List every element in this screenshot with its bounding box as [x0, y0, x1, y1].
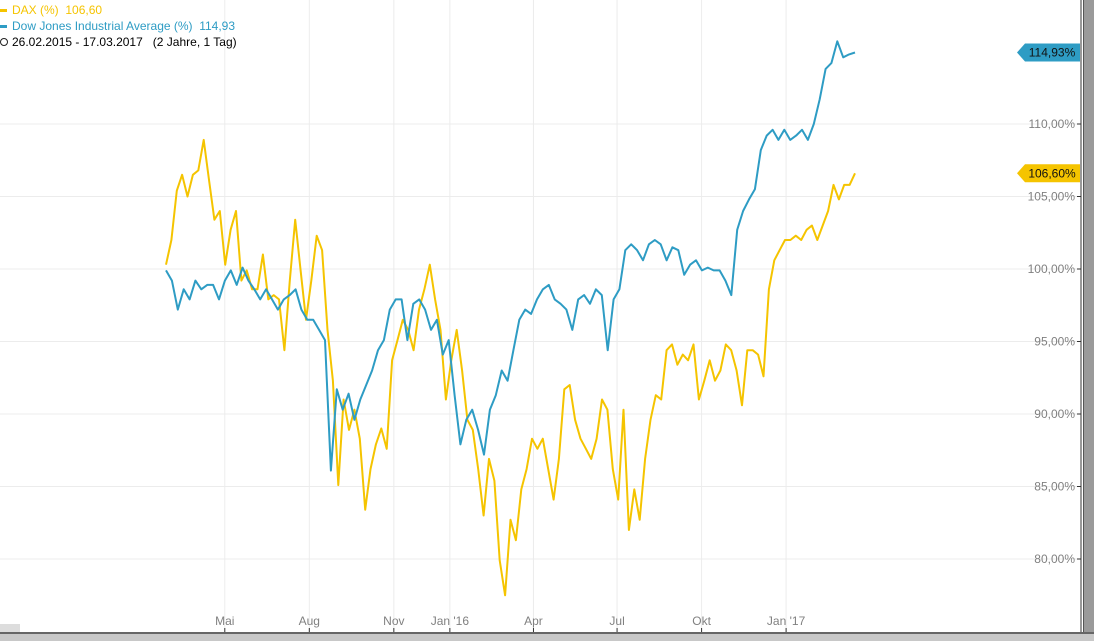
- dax-value: 106,60: [65, 3, 103, 17]
- period-duration: (2 Jahre, 1 Tag): [152, 35, 237, 49]
- last-value-label-1: 114,93%: [1029, 46, 1076, 60]
- dax-label: DAX (%): [12, 3, 59, 17]
- x-tick-label: Jul: [609, 614, 624, 628]
- y-tick-label: 85,00%: [1034, 480, 1075, 494]
- x-tick-label: Jan '17: [767, 614, 806, 628]
- series-line-0: [165, 138, 856, 597]
- legend: DAX (%) 106,60 Dow Jones Industrial Aver…: [0, 2, 237, 50]
- last-value-label-0: 106,60%: [1028, 166, 1076, 180]
- x-tick-label: Okt: [692, 614, 711, 628]
- y-tick-label: 90,00%: [1034, 407, 1075, 421]
- y-tick-label: 80,00%: [1034, 552, 1075, 566]
- series-line-1: [165, 40, 856, 472]
- horizontal-scrollbar[interactable]: [0, 632, 1094, 641]
- dow-value: 114,93: [199, 19, 236, 33]
- legend-period: 26.02.2015 - 17.03.2017 (2 Jahre, 1 Tag): [0, 34, 237, 50]
- x-tick-label: Apr: [524, 614, 543, 628]
- dow-label: Dow Jones Industrial Average (%): [12, 19, 193, 33]
- x-tick-label: Nov: [383, 614, 404, 628]
- y-tick-label: 100,00%: [1028, 262, 1076, 276]
- last-value-marker-0: [1017, 164, 1080, 183]
- y-tick-label: 95,00%: [1034, 335, 1075, 349]
- x-tick-label: Aug: [299, 614, 320, 628]
- last-value-marker-1: [1017, 43, 1080, 62]
- legend-item-dow[interactable]: Dow Jones Industrial Average (%) 114,93: [0, 18, 237, 34]
- legend-item-dax[interactable]: DAX (%) 106,60: [0, 2, 237, 18]
- x-tick-label: Jan '16: [431, 614, 470, 628]
- vertical-scrollbar[interactable]: [1083, 0, 1094, 632]
- clock-icon: [0, 38, 8, 46]
- dax-swatch-icon: [0, 8, 7, 12]
- y-tick-label: 105,00%: [1028, 190, 1076, 204]
- dow-swatch-icon: [0, 24, 7, 28]
- y-tick-label: 110,00%: [1029, 117, 1076, 131]
- x-tick-label: Mai: [215, 614, 234, 628]
- period-range: 26.02.2015 - 17.03.2017: [12, 35, 143, 49]
- chart-type-icons[interactable]: [0, 624, 20, 632]
